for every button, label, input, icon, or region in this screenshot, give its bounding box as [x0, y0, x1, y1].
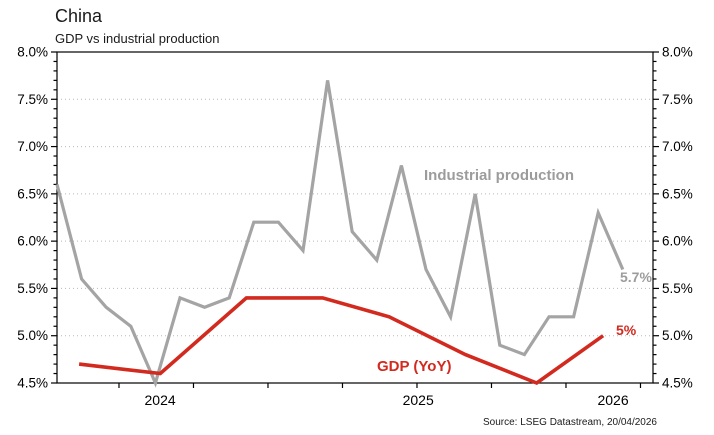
y-tick-label-left: 4.5%	[17, 376, 48, 391]
end-value-industrial-production: 5.7%	[620, 269, 652, 285]
y-tick-label-left: 7.0%	[17, 139, 48, 154]
y-tick-label-left: 5.0%	[17, 328, 48, 343]
series-label-gdp: GDP (YoY)	[377, 358, 452, 375]
plot-frame	[56, 51, 654, 384]
source-note: Source: LSEG Datastream, 20/04/2026	[483, 417, 657, 428]
y-tick-label-left: 5.5%	[17, 281, 48, 296]
line-gdp	[78, 296, 605, 386]
y-tick-label-right: 5.0%	[662, 328, 693, 343]
y-tick-label-right: 4.5%	[662, 376, 693, 391]
series-label-industrial-production: Industrial production	[424, 167, 574, 184]
chart-title: China	[55, 6, 103, 26]
x-year-label: 2026	[597, 392, 628, 408]
y-tick-label-left: 8.0%	[17, 45, 48, 60]
end-value-gdp: 5%	[616, 322, 637, 338]
y-tick-label-left: 6.5%	[17, 186, 48, 201]
y-tick-label-right: 6.0%	[662, 234, 693, 249]
x-year-label: 2025	[403, 392, 434, 408]
y-tick-label-left: 7.5%	[17, 92, 48, 107]
y-tick-label-right: 7.5%	[662, 92, 693, 107]
line-industrial-production	[55, 80, 625, 388]
x-year-label: 2024	[145, 392, 176, 408]
y-tick-label-left: 6.0%	[17, 234, 48, 249]
y-tick-label-right: 8.0%	[662, 45, 693, 60]
y-tick-label-right: 6.5%	[662, 186, 693, 201]
y-tick-label-right: 5.5%	[662, 281, 693, 296]
y-tick-label-right: 7.0%	[662, 139, 693, 154]
chart-subtitle: GDP vs industrial production	[55, 31, 220, 46]
